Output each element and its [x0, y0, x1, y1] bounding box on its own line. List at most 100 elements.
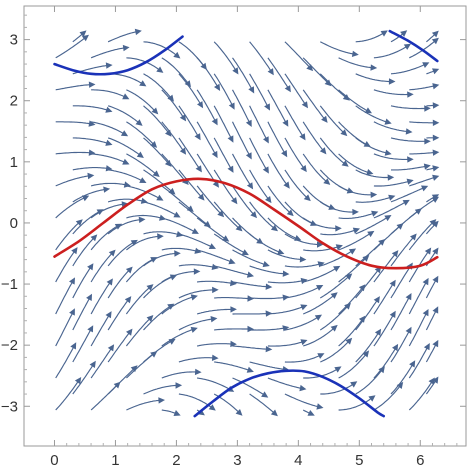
streamline-arrow-229	[406, 178, 414, 185]
streamline-arrow-63	[156, 194, 164, 201]
streamline-128	[232, 281, 271, 288]
axes-frame	[23, 5, 467, 447]
streamline-99	[197, 377, 233, 392]
streamline-131	[249, 233, 283, 254]
streamline-159	[267, 153, 290, 188]
streamline-163	[267, 89, 288, 126]
streamline-217	[373, 345, 398, 379]
streamline-60	[143, 231, 182, 236]
streamline-79	[161, 295, 197, 315]
x-tick-label: 6	[416, 452, 424, 469]
streamline-arrow-151	[300, 277, 308, 285]
streamline-255	[409, 151, 438, 155]
streamline-143	[249, 41, 274, 74]
streamline-arrow-147	[300, 339, 308, 346]
streamline-199	[338, 255, 369, 283]
streamline-arrow-118	[228, 102, 235, 110]
streamline-arrow-102	[247, 325, 254, 333]
streamline-140	[231, 89, 252, 126]
streamline-arrow-33	[108, 249, 116, 257]
streamline-124	[232, 345, 271, 350]
streamline-arrow-107	[228, 258, 236, 265]
streamline-arrow-17	[88, 149, 96, 156]
streamline-arrow-40	[139, 177, 147, 183]
streamline-arrow-244	[432, 306, 439, 314]
streamline-230	[391, 165, 429, 171]
streamline-243	[408, 310, 429, 347]
streamline-arrow-238	[400, 30, 408, 37]
streamline-arrow-162	[299, 133, 306, 141]
streamline-arrow-105	[230, 279, 237, 287]
streamline-151	[267, 279, 306, 284]
streamline-arrow-76	[211, 354, 219, 361]
streamline-83	[161, 247, 200, 253]
streamline-206	[355, 169, 393, 179]
streamline-arrow-152	[317, 261, 325, 268]
streamline-arrow-210	[384, 118, 392, 125]
streamline-181	[302, 185, 334, 210]
streamline-arrow-132	[256, 237, 264, 244]
streamline-209	[338, 121, 370, 147]
streamline-129	[249, 265, 288, 275]
streamline-arrow-26	[130, 365, 138, 373]
streamline-109	[196, 217, 228, 241]
streamline-74	[178, 393, 215, 410]
streamline-29	[90, 312, 112, 347]
streamline-51	[126, 351, 157, 379]
streamline-149	[267, 305, 306, 315]
streamline-231	[373, 153, 412, 160]
streamline-arrow-55	[146, 284, 154, 291]
streamline-158	[284, 169, 310, 201]
streamline-213	[338, 57, 376, 69]
streamline-arrow-167	[307, 410, 315, 416]
streamline-arrow-136	[246, 182, 254, 190]
streamline-arrow-202	[384, 215, 392, 222]
streamline-arrow-205	[370, 191, 378, 198]
streamline-arrow-16	[105, 165, 113, 172]
streamline-245	[408, 279, 429, 315]
streamline-9	[55, 248, 77, 283]
streamline-arrow-13	[82, 195, 90, 202]
streamline-31	[90, 279, 113, 315]
streamline-arrow-212	[388, 78, 396, 85]
streamline-arrow-101	[230, 340, 237, 348]
streamline-125	[249, 326, 288, 331]
streamline-arrow-190	[351, 50, 359, 57]
streamline-arrow-93	[179, 114, 187, 122]
streamline-arrow-31	[106, 278, 113, 286]
streamline-arrow-74	[208, 404, 216, 411]
streamline-arrow-11	[75, 219, 83, 226]
streamline-52	[143, 339, 175, 363]
streamline-arrow-227	[402, 199, 410, 206]
streamline-210	[355, 105, 390, 124]
streamline-arrow-20	[105, 106, 113, 113]
streamline-88	[178, 169, 204, 200]
streamline-147	[267, 340, 306, 347]
streamline-3	[55, 343, 76, 379]
streamline-arrow-143	[267, 68, 274, 76]
streamline-76	[178, 357, 217, 363]
streamline-arrow-135	[265, 196, 272, 204]
streamline-6	[72, 295, 92, 331]
x-tick-label: 1	[111, 452, 119, 469]
streamline-186	[319, 105, 347, 136]
streamline-arrow-66	[164, 159, 172, 167]
streamline-arrow-116	[227, 135, 234, 143]
streamline-arrow-122	[261, 391, 269, 398]
streamline-arrow-207	[366, 169, 374, 176]
streamline-arrow-2	[89, 360, 96, 368]
streamline-134	[232, 185, 257, 218]
streamline-arrow-65	[152, 170, 160, 177]
streamline-arrow-154	[317, 241, 324, 248]
streamline-23	[55, 35, 88, 59]
streamline-135	[249, 169, 271, 202]
streamline-arrow-70	[167, 94, 174, 102]
streamline-106	[214, 265, 253, 277]
streamline-arrow-109	[222, 235, 230, 242]
streamline-85	[161, 217, 198, 234]
streamline-arrow-28	[126, 328, 133, 336]
streamline-arrow-133	[270, 224, 278, 232]
streamline-77	[161, 327, 197, 347]
streamline-136	[231, 153, 253, 189]
